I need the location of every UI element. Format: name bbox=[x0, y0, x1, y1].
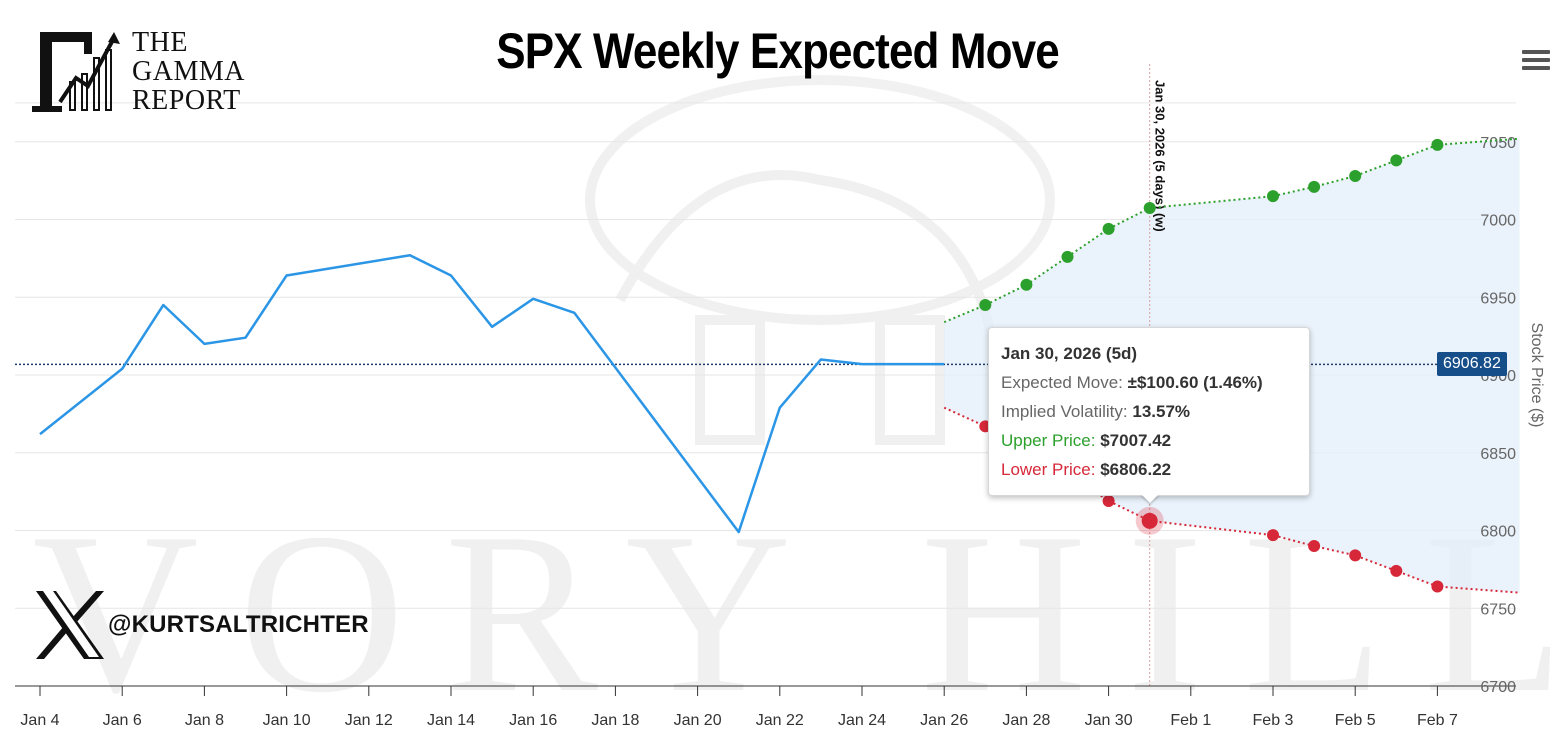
x-tick-label: Feb 1 bbox=[1170, 712, 1211, 729]
tooltip-lower-label: Lower Price: bbox=[1001, 460, 1096, 479]
menu-bar-icon bbox=[1522, 50, 1550, 54]
x-tick-label: Jan 16 bbox=[509, 712, 557, 729]
y-tick-label: 7050 bbox=[1480, 135, 1516, 152]
menu-bar-icon bbox=[1522, 66, 1550, 70]
x-tick-label: Jan 14 bbox=[427, 712, 475, 729]
tooltip-pointer bbox=[1141, 494, 1159, 503]
x-tick-label: Jan 10 bbox=[263, 712, 311, 729]
y-axis-title: Stock Price ($) bbox=[1528, 323, 1545, 428]
menu-bar-icon bbox=[1522, 58, 1550, 62]
social-handle: @KURTSALTRICHTER bbox=[34, 588, 369, 662]
tooltip-expected-move-label: Expected Move: bbox=[1001, 373, 1123, 392]
upper-point[interactable] bbox=[1431, 138, 1444, 151]
x-tick-label: Jan 8 bbox=[185, 712, 224, 729]
x-tick-label: Jan 30 bbox=[1085, 712, 1133, 729]
upper-point[interactable] bbox=[1308, 180, 1321, 193]
tooltip-upper-label: Upper Price: bbox=[1001, 431, 1096, 450]
gamma-report-logo: THE GAMMA REPORT bbox=[32, 28, 272, 120]
upper-point[interactable] bbox=[1390, 154, 1403, 167]
lower-series-line bbox=[943, 406, 1520, 594]
x-tick-label: Jan 18 bbox=[591, 712, 639, 729]
tooltip-iv-value: 13.57% bbox=[1132, 402, 1191, 421]
upper-point[interactable] bbox=[1349, 169, 1362, 182]
x-tick-label: Jan 26 bbox=[920, 712, 968, 729]
upper-point[interactable] bbox=[1020, 278, 1033, 291]
upper-point[interactable] bbox=[979, 299, 992, 312]
chart-menu-button[interactable] bbox=[1522, 50, 1550, 72]
lower-point[interactable] bbox=[1267, 529, 1279, 542]
x-tick-label: Jan 22 bbox=[756, 712, 804, 729]
x-tick-label: Jan 20 bbox=[674, 712, 722, 729]
x-axis: Jan 4 Jan 6 Jan 8 Jan 10 Jan 12 Jan 14 Jan 16 J… bbox=[15, 685, 1516, 729]
tooltip-expected-move-value: ±$100.60 (1.46%) bbox=[1127, 373, 1263, 392]
chart-title: SPX Weekly Expected Move bbox=[496, 23, 1059, 79]
lower-point[interactable] bbox=[1102, 494, 1115, 507]
lower-point[interactable] bbox=[1390, 564, 1403, 577]
expiry-label: Jan 30, 2026 (5 days) (w) bbox=[1153, 80, 1168, 232]
upper-point[interactable] bbox=[1267, 190, 1279, 203]
tooltip-iv-label: Implied Volatility: bbox=[1001, 402, 1128, 421]
upper-point[interactable] bbox=[1143, 201, 1156, 214]
x-tick-label: Jan 4 bbox=[20, 712, 59, 729]
x-tick-label: Feb 5 bbox=[1335, 712, 1376, 729]
lower-point[interactable] bbox=[1349, 549, 1362, 562]
logo-wordmark: THE GAMMA REPORT bbox=[132, 28, 245, 115]
gamma-logo-icon bbox=[32, 32, 120, 112]
lower-point[interactable] bbox=[1431, 580, 1444, 593]
y-tick-label: 6850 bbox=[1480, 446, 1516, 463]
series-layer bbox=[39, 137, 1520, 594]
x-tick-label: Jan 6 bbox=[103, 712, 142, 729]
tooltip-lower-value: $6806.22 bbox=[1100, 460, 1172, 479]
x-tick-label: Feb 7 bbox=[1417, 712, 1458, 729]
upper-series-line bbox=[943, 137, 1520, 324]
y-tick-label: 6700 bbox=[1480, 679, 1516, 696]
lower-point-highlight[interactable] bbox=[1141, 512, 1158, 529]
x-logo-icon bbox=[36, 591, 104, 659]
y-tick-label: 6950 bbox=[1480, 290, 1516, 307]
logo-line-1: THE bbox=[132, 27, 188, 58]
tooltip-upper-value: $7007.42 bbox=[1100, 431, 1172, 450]
current-price-badge: 6906.82 bbox=[1437, 352, 1507, 376]
y-tick-label: 7000 bbox=[1480, 213, 1516, 230]
upper-point[interactable] bbox=[1102, 222, 1115, 235]
logo-line-2: GAMMA bbox=[132, 56, 245, 87]
logo-line-3: REPORT bbox=[132, 85, 241, 116]
price-series-line bbox=[39, 254, 945, 534]
tooltip: Jan 30, 2026 (5d) Expected Move: ±$100.6… bbox=[988, 327, 1310, 496]
y-tick-label: 6800 bbox=[1480, 524, 1516, 541]
x-tick-label: Jan 12 bbox=[345, 712, 393, 729]
lower-point[interactable] bbox=[1308, 540, 1321, 553]
upper-point[interactable] bbox=[1061, 250, 1074, 263]
x-tick-label: Jan 28 bbox=[1002, 712, 1050, 729]
y-tick-label: 6750 bbox=[1480, 601, 1516, 618]
x-tick-label: Jan 24 bbox=[838, 712, 886, 729]
tooltip-title: Jan 30, 2026 (5d) bbox=[1001, 344, 1138, 363]
x-tick-label: Feb 3 bbox=[1253, 712, 1294, 729]
social-handle-text: @KURTSALTRICHTER bbox=[108, 611, 369, 638]
